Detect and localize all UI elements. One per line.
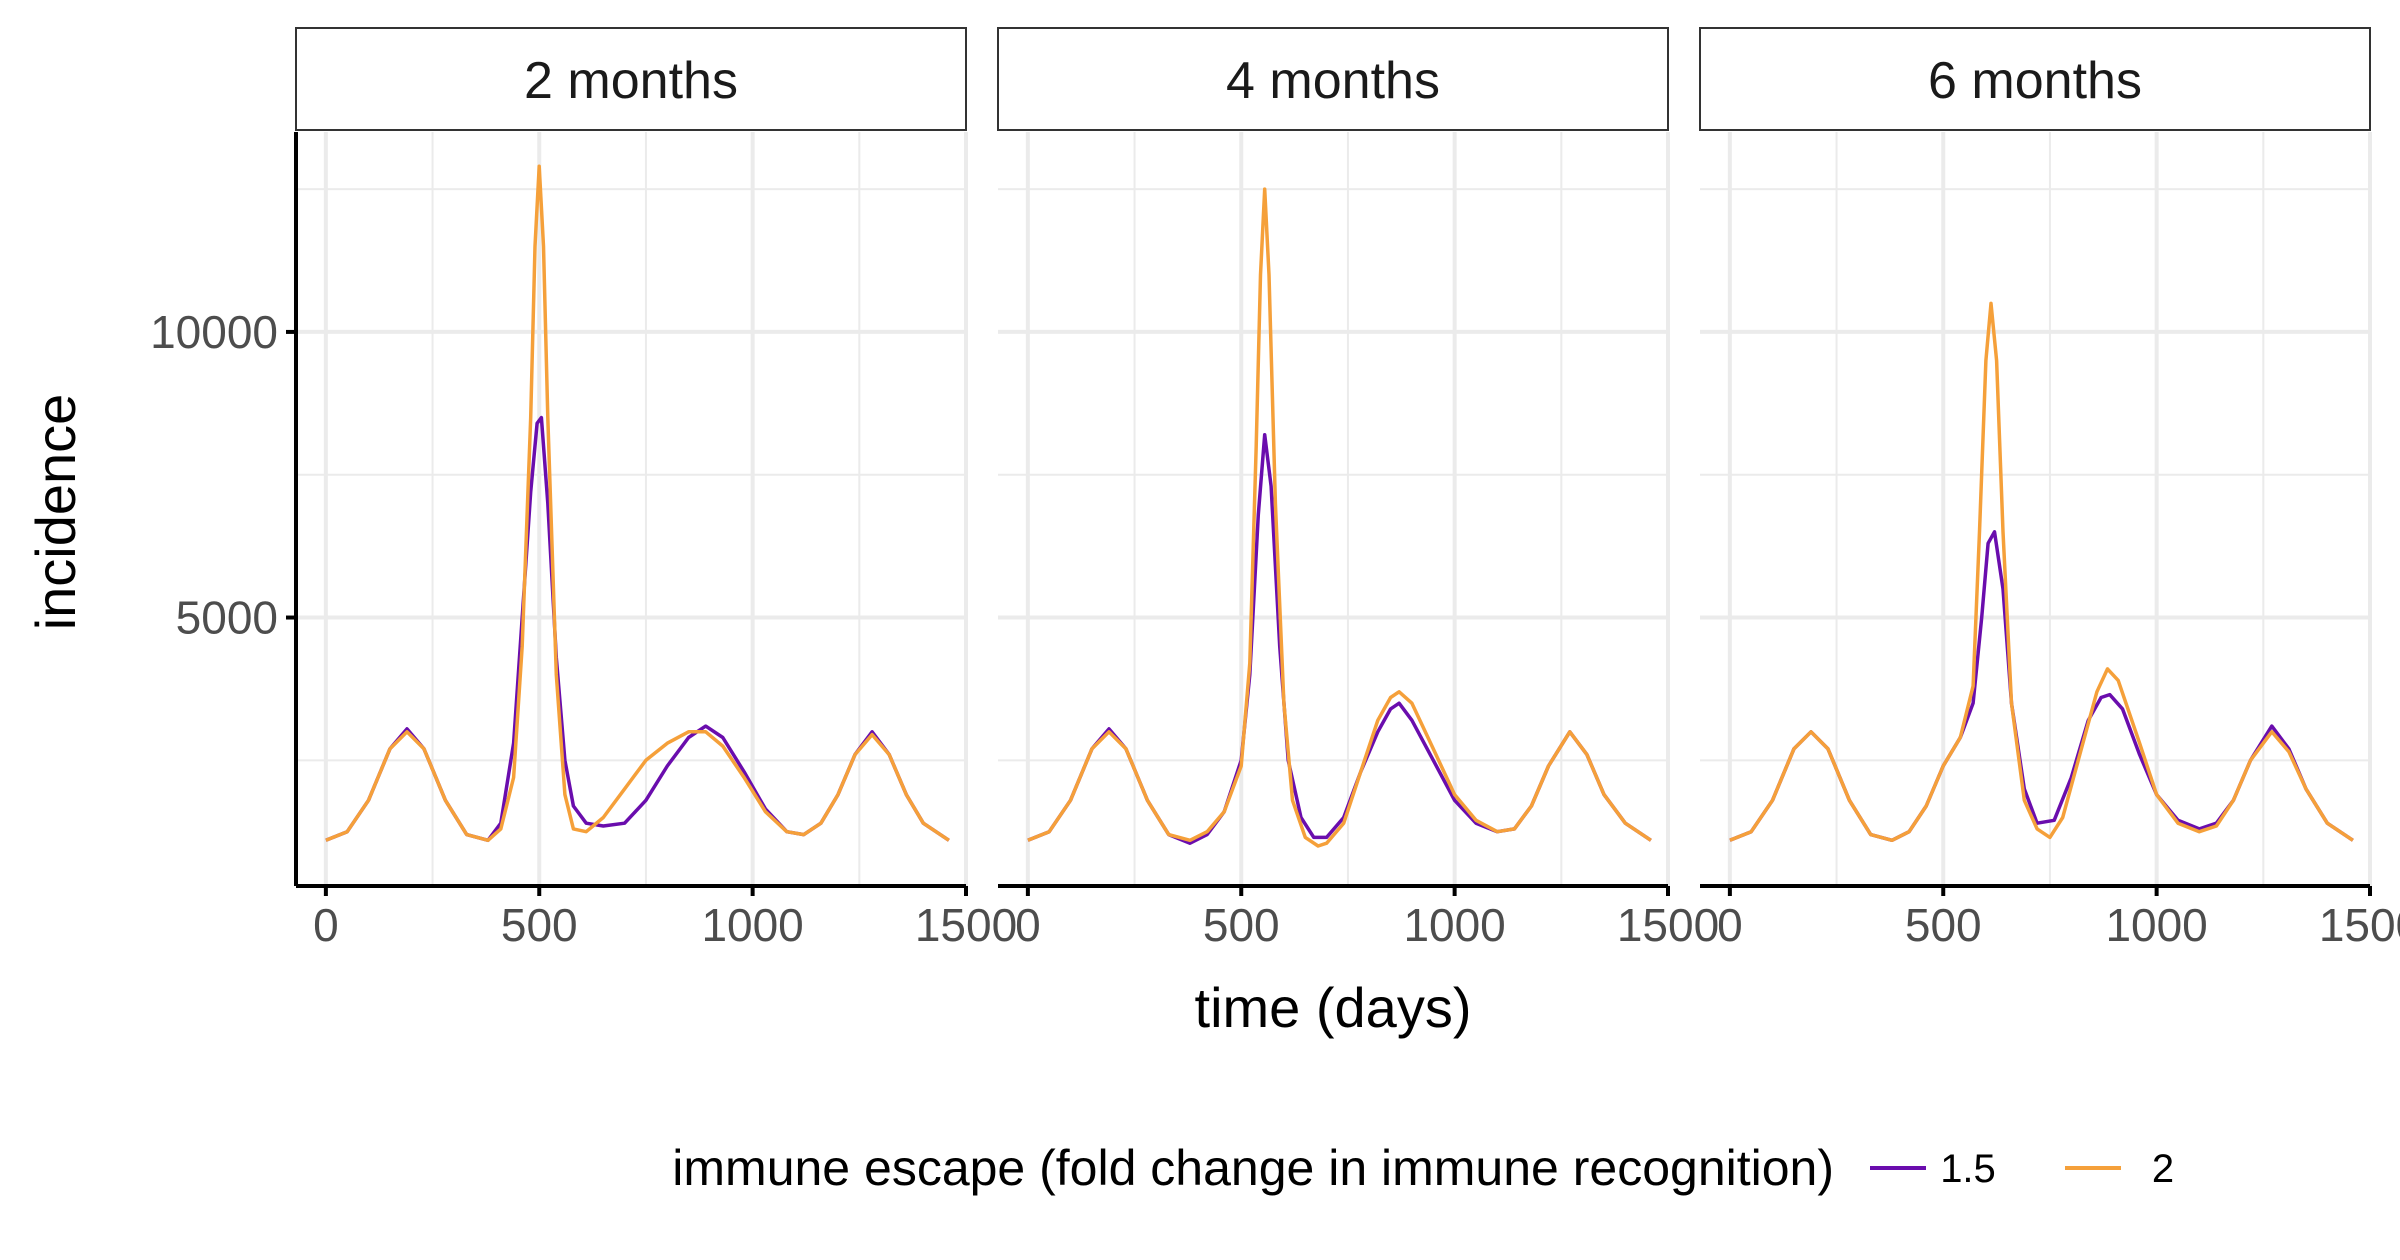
panel-title: 2 months xyxy=(524,52,738,110)
panel-strip xyxy=(295,27,967,131)
legend-items: 1.5 2 xyxy=(1870,1147,2174,1191)
panel-title: 4 months xyxy=(1226,52,1440,110)
x-tick-label: 1000 xyxy=(1403,899,1505,951)
panel-1: 2 months 0 500 1000 1500 5000 10000 xyxy=(150,27,1017,951)
panel-strip xyxy=(997,27,1669,131)
series-line-2 xyxy=(1027,187,1652,848)
x-tick-label: 1500 xyxy=(1617,899,1719,951)
panel-title: 6 months xyxy=(1928,52,2142,110)
x-tick-label: 0 xyxy=(313,899,339,951)
x-tick-label: 1500 xyxy=(915,899,1017,951)
legend: immune escape (fold change in immune rec… xyxy=(672,1140,2174,1196)
x-tick-label: 500 xyxy=(1905,899,1982,951)
series-line-1-5 xyxy=(325,415,950,843)
panel-strip xyxy=(1699,27,2371,131)
x-tick-label: 1500 xyxy=(2319,899,2400,951)
series-line-2 xyxy=(325,164,950,843)
x-tick-label: 500 xyxy=(1203,899,1280,951)
x-tick-label: 1000 xyxy=(701,899,803,951)
y-axis-title: incidence xyxy=(24,394,87,631)
legend-label: 2 xyxy=(2152,1147,2174,1191)
x-tick-label: 1000 xyxy=(2105,899,2207,951)
x-axis-title: time (days) xyxy=(1195,976,1472,1039)
x-tick-label: 0 xyxy=(1015,899,1041,951)
y-tick-label: 5000 xyxy=(176,592,278,644)
legend-label: 1.5 xyxy=(1940,1147,1996,1191)
series-line-2 xyxy=(1729,301,2354,843)
series-line-1-5 xyxy=(1729,530,2354,843)
panel-3: 6 months 0 500 1000 1500 xyxy=(1699,27,2400,951)
series-line-1-5 xyxy=(1027,432,1652,845)
x-tick-label: 500 xyxy=(501,899,578,951)
y-tick-label: 10000 xyxy=(150,306,278,358)
x-tick-label: 0 xyxy=(1717,899,1743,951)
panel-2: 4 months 0 500 1000 1500 xyxy=(997,27,1719,951)
legend-title: immune escape (fold change in immune rec… xyxy=(672,1140,1834,1196)
